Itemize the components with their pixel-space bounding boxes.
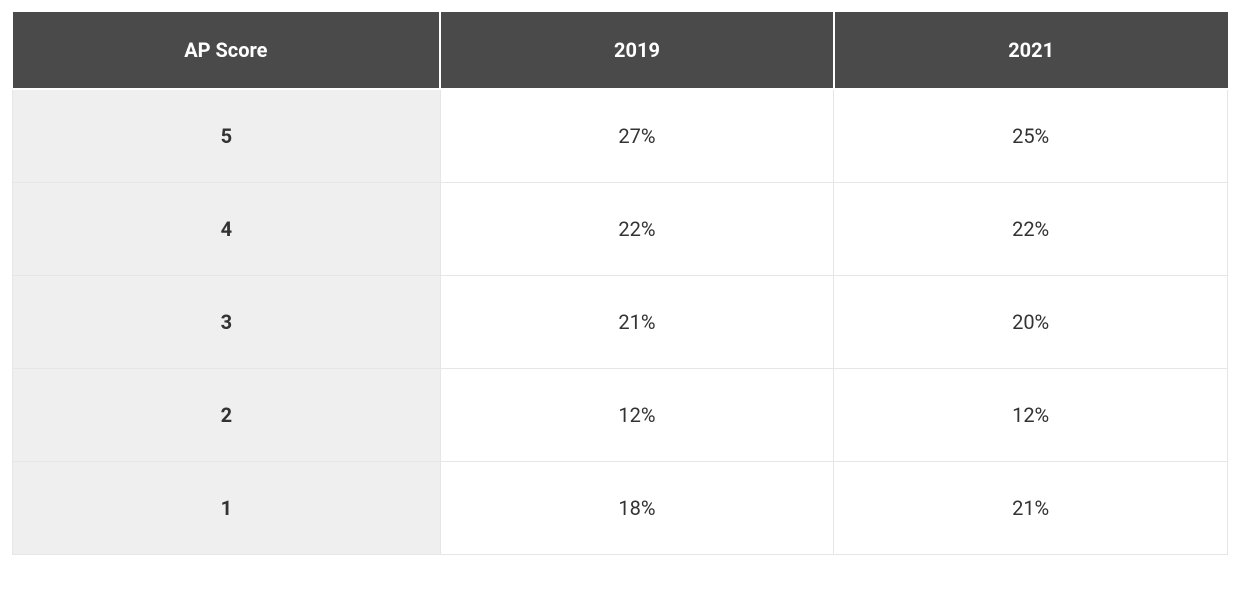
cell-2019: 21% <box>440 276 834 369</box>
col-header-2019: 2019 <box>440 12 834 89</box>
table-header-row: AP Score 2019 2021 <box>13 12 1228 89</box>
cell-2021: 12% <box>834 369 1228 462</box>
table-row: 2 12% 12% <box>13 369 1228 462</box>
score-label: 1 <box>13 462 441 555</box>
score-label: 2 <box>13 369 441 462</box>
cell-2021: 21% <box>834 462 1228 555</box>
table-row: 4 22% 22% <box>13 183 1228 276</box>
col-header-ap-score: AP Score <box>13 12 441 89</box>
cell-2021: 25% <box>834 89 1228 183</box>
cell-2019: 12% <box>440 369 834 462</box>
cell-2021: 20% <box>834 276 1228 369</box>
cell-2019: 27% <box>440 89 834 183</box>
cell-2019: 22% <box>440 183 834 276</box>
score-label: 4 <box>13 183 441 276</box>
table-row: 3 21% 20% <box>13 276 1228 369</box>
col-header-2021: 2021 <box>834 12 1228 89</box>
ap-score-table: AP Score 2019 2021 5 27% 25% 4 22% 22% 3… <box>12 12 1228 555</box>
score-label: 5 <box>13 89 441 183</box>
score-label: 3 <box>13 276 441 369</box>
cell-2021: 22% <box>834 183 1228 276</box>
cell-2019: 18% <box>440 462 834 555</box>
table-row: 1 18% 21% <box>13 462 1228 555</box>
table-row: 5 27% 25% <box>13 89 1228 183</box>
